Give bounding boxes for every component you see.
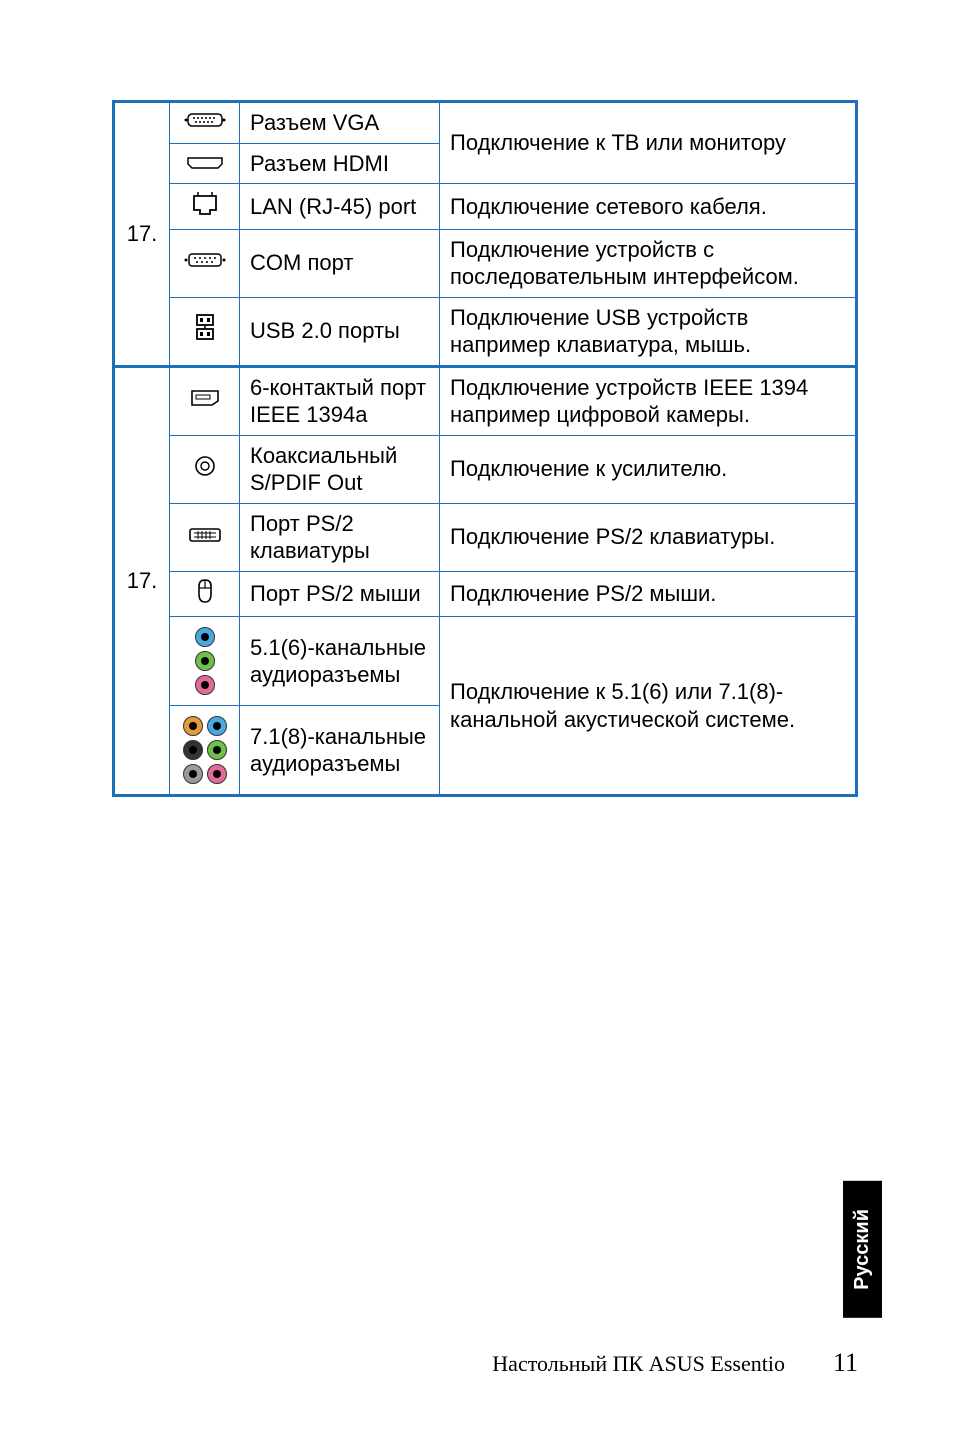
com-icon [183, 250, 227, 270]
cell-icon [170, 143, 240, 184]
cell-desc: Подключение к 5.1(6) или 7.1(8)-канально… [440, 617, 857, 796]
cell-desc: Подключение сетевого кабеля. [440, 184, 857, 230]
footer-title: Настольный ПК ASUS Essentio [492, 1351, 785, 1377]
cell-label: 5.1(6)-канальные аудиоразъемы [240, 617, 440, 706]
ps2-mouse-icon [195, 578, 215, 604]
cell-desc: Подключение к усилителю. [440, 435, 857, 503]
group2-index: 17. [114, 366, 170, 796]
cell-label: Коаксиальный S/PDIF Out [240, 435, 440, 503]
audio-718-icon [176, 716, 233, 784]
cell-label: Порт PS/2 мыши [240, 571, 440, 617]
audio-516-icon [176, 627, 233, 695]
cell-icon [170, 503, 240, 571]
cell-icon [170, 571, 240, 617]
cell-desc: Подключение устройств IEEE 1394 например… [440, 366, 857, 435]
cell-label: LAN (RJ-45) port [240, 184, 440, 230]
hdmi-icon [186, 155, 224, 171]
cell-label: 7.1(8)-канальные аудиоразъемы [240, 706, 440, 796]
cell-desc: Подключение устройств с последовательным… [440, 229, 857, 297]
cell-label: Разъем VGA [240, 102, 440, 144]
cell-label: Разъем HDMI [240, 143, 440, 184]
language-tab: Русский [843, 1181, 882, 1318]
spdif-icon [193, 454, 217, 478]
cell-label: COM порт [240, 229, 440, 297]
cell-label: USB 2.0 порты [240, 297, 440, 366]
ports-table: 17. Разъем VGA Подключение к ТВ или мони… [112, 100, 858, 797]
cell-desc: Подключение к ТВ или монитору [440, 102, 857, 184]
page-number: 11 [833, 1348, 858, 1378]
cell-icon [170, 297, 240, 366]
vga-icon [184, 110, 226, 130]
cell-icon [170, 102, 240, 144]
usb-icon [191, 313, 219, 343]
cell-desc: Подключение USB устройств например клави… [440, 297, 857, 366]
cell-icon [170, 229, 240, 297]
page-footer: Настольный ПК ASUS Essentio 11 [112, 1348, 858, 1378]
lan-icon [190, 190, 220, 216]
cell-icon [170, 706, 240, 796]
cell-icon [170, 366, 240, 435]
cell-icon [170, 184, 240, 230]
group1-index: 17. [114, 102, 170, 367]
ps2-keyboard-icon [188, 526, 222, 544]
cell-label: 6-контактый порт IEEE 1394a [240, 366, 440, 435]
cell-icon [170, 617, 240, 706]
cell-desc: Подключение PS/2 мыши. [440, 571, 857, 617]
cell-desc: Подключение PS/2 клавиатуры. [440, 503, 857, 571]
cell-icon [170, 435, 240, 503]
cell-label: Порт PS/2 клавиатуры [240, 503, 440, 571]
ieee1394-icon [188, 387, 222, 409]
